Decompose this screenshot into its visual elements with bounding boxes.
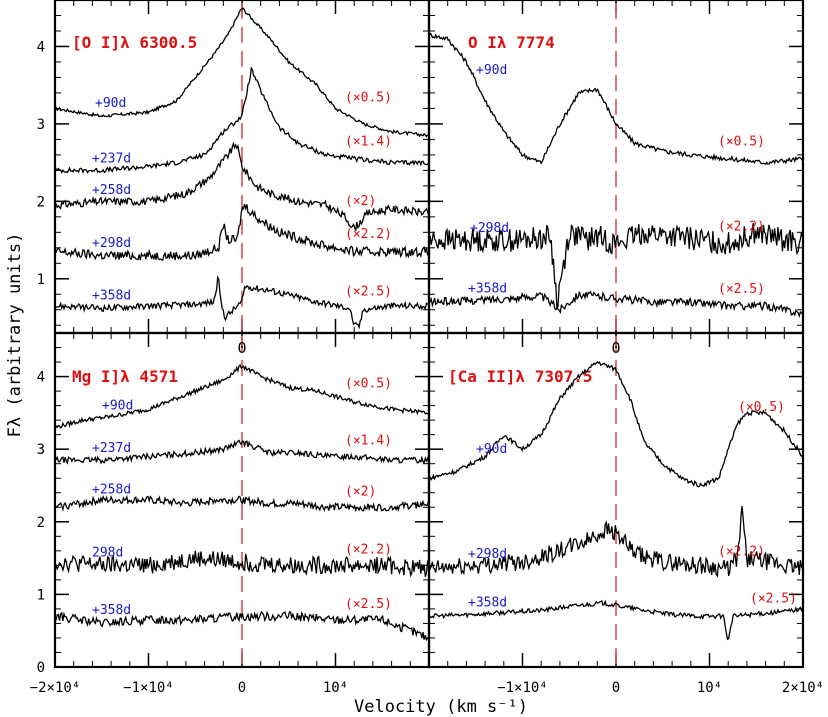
scale-label: (×1.4) [345, 134, 392, 149]
y-tick-label: 2 [37, 194, 45, 210]
panel-2: O Iλ 7774 +90d (×0.5) +298d (×2.2) +358d (×2.5… [427, 0, 805, 335]
scale-label: (×2.5) [345, 597, 392, 612]
epoch-label: +358d [468, 282, 507, 297]
y-tick-label: 1 [37, 272, 45, 288]
zero-velocity-marker: 0 [237, 339, 246, 357]
spectrum-line [54, 203, 430, 262]
epoch-label: +237d [92, 151, 131, 166]
x-axis-label: Velocity (km s⁻¹) [354, 697, 528, 717]
epoch-label: +358d [468, 596, 507, 611]
epoch-label: +90d [476, 63, 507, 78]
spectrum-line [54, 494, 430, 513]
y-tick-label: 2 [37, 515, 45, 531]
y-tick-label: 3 [37, 117, 45, 133]
x-tick-label: −1×10⁴ [497, 680, 548, 696]
scale-label: (×2) [345, 484, 376, 499]
scale-label: (×2.5) [345, 284, 392, 299]
y-tick-label: 4 [37, 39, 45, 55]
y-tick-label: 3 [37, 442, 45, 458]
x-tick-label: −2×10⁴ [30, 680, 81, 696]
panel-1: 1 2 3 4 [O I]λ 6300.5 +90d (×0.5) +237d (×1.4) +2… [37, 0, 431, 335]
spectrum-line [54, 610, 429, 642]
x-tick-label: 0 [238, 680, 246, 696]
y-tick-label: 1 [37, 587, 45, 603]
epoch-label: +358d [92, 603, 131, 618]
panel-title: [O I]λ 6300.5 [72, 33, 197, 52]
spectrum-line [54, 141, 430, 231]
epoch-label: +298d [468, 547, 507, 562]
spectrum-line [428, 290, 803, 318]
scale-label: (×2.2) [345, 227, 392, 242]
scale-label: (×0.5) [345, 91, 392, 106]
epoch-label: +258d [92, 183, 131, 198]
scale-label: (×2.5) [718, 282, 765, 297]
y-axis-label: Fλ (arbitrary units) [5, 233, 25, 438]
spectrum-line [54, 550, 430, 578]
scale-label: (×2.2) [345, 542, 392, 557]
spectrum-line [428, 599, 803, 641]
panel-title: Mg I]λ 4571 [72, 367, 178, 386]
scale-label: (×0.5) [345, 376, 392, 391]
scale-label: (×2.2) [718, 220, 765, 235]
spectrum-line [428, 360, 804, 488]
scale-label: (×1.4) [345, 433, 392, 448]
spectrum-line [54, 439, 430, 466]
spectrum-line [54, 66, 430, 174]
x-tick-label: 10⁴ [323, 680, 348, 696]
epoch-label: +298d [92, 236, 131, 251]
epoch-label: +298d [470, 221, 509, 236]
epoch-label: 298d [92, 546, 123, 561]
spectrum-line [54, 7, 429, 138]
epoch-label: +90d [95, 96, 126, 111]
scale-label: (×0.5) [718, 135, 765, 150]
x-tick-label: 10⁴ [697, 680, 722, 696]
panel-title: O Iλ 7774 [468, 33, 555, 52]
epoch-label: +237d [92, 441, 131, 456]
scale-label: (×2.5) [750, 591, 797, 606]
x-tick-label: 0 [612, 680, 620, 696]
spectrum-line [428, 223, 804, 311]
panel-4: −1×10⁴ 0 10⁴ 2×10⁴ 0 [Ca II]λ 7307.5 +90d (×0.5… [427, 331, 824, 696]
panel-3: 0 1 2 3 4 −2×10⁴ −1×10⁴ 0 10⁴ 0 Mg I]λ 4571 +90d (×0… [30, 331, 431, 696]
y-tick-label: 0 [37, 660, 45, 676]
scale-label: (×0.5) [738, 400, 785, 415]
spectrum-line [54, 274, 429, 330]
spectrum-line [428, 32, 804, 166]
epoch-label: +90d [476, 442, 507, 457]
panel-title: [Ca II]λ 7307.5 [448, 367, 593, 386]
spectrum-line [54, 363, 429, 429]
panels-layer: 1 2 3 4 [O I]λ 6300.5 +90d (×0.5) +237d (×1.4) +2… [30, 0, 824, 696]
x-tick-label: −1×10⁴ [123, 680, 174, 696]
x-tick-label: 2×10⁴ [782, 680, 824, 696]
y-tick-label: 4 [37, 370, 45, 386]
epoch-label: +90d [102, 399, 133, 414]
spectrum-line [428, 506, 804, 578]
epoch-label: +358d [92, 289, 131, 304]
scale-label: (×2.2) [718, 545, 765, 560]
zero-velocity-marker: 0 [611, 339, 620, 357]
scale-label: (×2) [345, 194, 376, 209]
epoch-label: +258d [92, 483, 131, 498]
